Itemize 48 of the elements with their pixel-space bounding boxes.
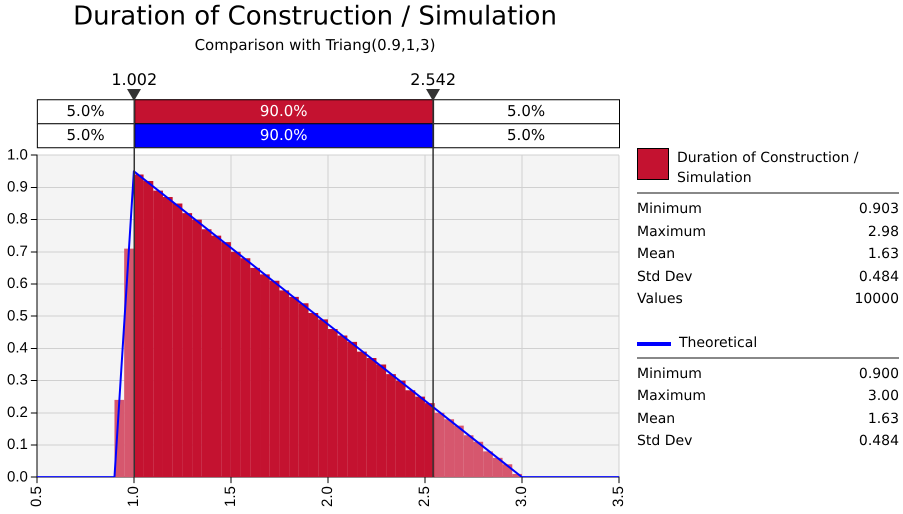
text: 5.0% <box>506 126 546 144</box>
legend-label: Theoretical <box>679 334 758 352</box>
text: Mean <box>637 245 676 264</box>
y-tick-label: 0.0 <box>6 468 28 486</box>
x-tick-label: 3.5 <box>610 486 628 508</box>
text: 10000 <box>854 290 899 309</box>
text: 5.0% <box>66 126 105 144</box>
text: 90.0% <box>260 126 308 144</box>
y-tick-label: 1.0 <box>6 146 28 164</box>
ref-line-label: 1.002 <box>111 70 158 90</box>
text: 1.63 <box>868 410 899 428</box>
text: Mean <box>637 410 676 428</box>
y-tick-label: 0.7 <box>6 242 28 260</box>
legend-label: Duration of Construction / Simulation <box>677 149 860 188</box>
x-tick-label: 1.0 <box>125 486 142 508</box>
text: 0.900 <box>858 364 899 384</box>
text: 5.0% <box>506 102 546 120</box>
text: 2.98 <box>868 222 899 242</box>
y-tick-label: 0.1 <box>6 436 28 454</box>
text: 5.0% <box>66 102 105 120</box>
y-tick-label: 0.9 <box>6 178 28 196</box>
text: 0.484 <box>858 432 899 451</box>
y-tick-label: 0.4 <box>6 340 28 357</box>
text: Std Dev <box>637 432 692 451</box>
x-tick-label: 3.0 <box>513 486 530 508</box>
text: Minimum <box>637 200 702 219</box>
chart-title: Duration of Construction / Simulation <box>73 1 557 32</box>
text: 0.484 <box>858 268 899 286</box>
text: Minimum <box>637 364 702 384</box>
text: Maximum <box>637 387 706 406</box>
y-tick-label: 0.5 <box>6 307 28 324</box>
text: Std Dev <box>637 268 692 286</box>
y-tick-label: 0.8 <box>6 210 28 228</box>
chart-subtitle: Comparison with Triang(0.9,1,3) <box>194 36 436 54</box>
text: Values <box>637 290 683 309</box>
text: 90.0% <box>260 102 308 120</box>
y-tick-label: 0.6 <box>6 275 28 292</box>
ref-line-label: 2.542 <box>410 70 456 90</box>
y-tick-label: 0.2 <box>6 404 28 421</box>
text: 0.903 <box>858 200 899 219</box>
x-tick-label: 1.5 <box>222 486 240 508</box>
text: 3.00 <box>868 387 899 406</box>
y-tick-label: 0.3 <box>6 372 28 389</box>
text: Maximum <box>637 222 706 242</box>
text: 1.63 <box>868 245 899 264</box>
x-tick-label: 2.0 <box>319 486 336 508</box>
x-tick-label: 0.5 <box>28 486 45 508</box>
x-tick-label: 2.5 <box>416 486 434 508</box>
